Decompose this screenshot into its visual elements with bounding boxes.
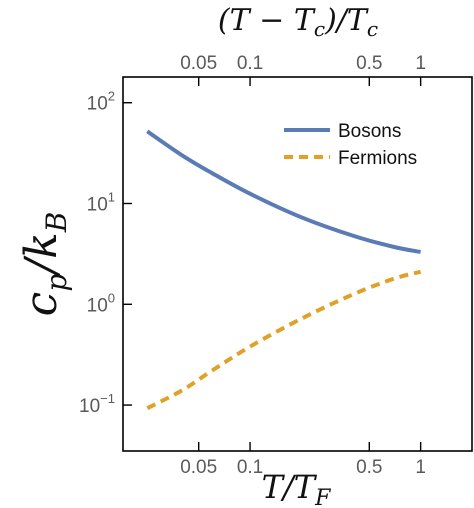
legend: Bosons Fermions: [284, 121, 417, 169]
top-axis-ticks: 0.05 0.1 0.5 1: [180, 53, 426, 86]
x2-tick-label: 1: [415, 53, 426, 74]
x-axis-title: T/TF: [262, 468, 331, 508]
x-tick-label: 0.1: [237, 457, 263, 478]
x2-tick-label: 0.5: [356, 53, 382, 74]
x-tick-label: 0.05: [180, 457, 217, 478]
legend-bosons-label: Bosons: [338, 121, 401, 142]
x2-tick-label: 0.1: [237, 53, 263, 74]
y-tick-label: 102: [87, 89, 115, 115]
series-line-bosons: [146, 129, 421, 254]
top-axis-title: (T − Tc)/Tc: [218, 3, 378, 41]
plot-frame: [122, 76, 473, 452]
y-tick-label: 100: [87, 290, 115, 316]
bottom-axis-ticks: 0.05 0.1 0.5 1: [180, 442, 426, 478]
y-tick-label: 101: [87, 190, 115, 216]
series-line-fermions: [146, 269, 422, 410]
y-tick-label: 10−1: [79, 391, 115, 417]
y-axis-title: cp/kB: [16, 212, 73, 317]
legend-fermions-label: Fermions: [338, 148, 417, 169]
x-tick-label: 0.5: [356, 457, 382, 478]
x-tick-label: 1: [415, 457, 426, 478]
x2-tick-label: 0.05: [180, 53, 217, 74]
series-layer: [146, 129, 422, 410]
y-axis-ticks: 10−1 100 101 102: [79, 89, 132, 417]
